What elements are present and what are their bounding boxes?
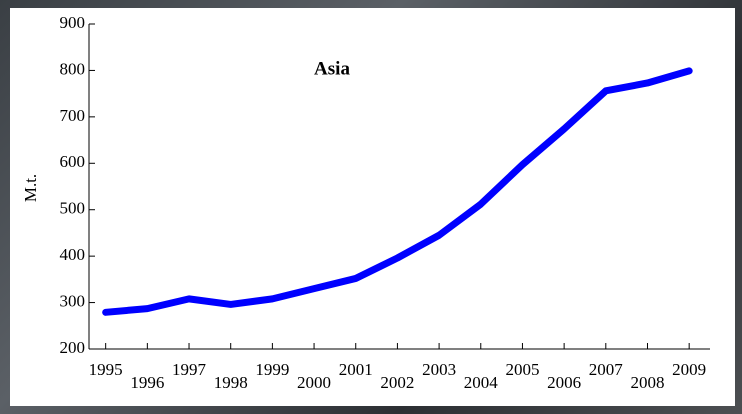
x-tick-label: 2009 <box>672 360 706 379</box>
y-tick-label: 200 <box>60 338 86 357</box>
x-tick-label: 1996 <box>130 373 164 392</box>
x-tick-label: 1999 <box>255 360 289 379</box>
chart-title: Asia <box>314 58 350 79</box>
x-tick-label: 2007 <box>589 360 624 379</box>
y-tick-label: 600 <box>60 152 86 171</box>
x-tick-label: 2000 <box>297 373 331 392</box>
y-tick-label: 400 <box>60 245 86 264</box>
x-tick-label: 2001 <box>339 360 373 379</box>
y-tick-label: 700 <box>60 106 86 125</box>
x-tick-label: 1995 <box>89 360 123 379</box>
y-tick-label: 800 <box>60 59 86 78</box>
x-tick-label: 2005 <box>505 360 539 379</box>
x-tick-label: 2006 <box>547 373 581 392</box>
chart-panel <box>10 8 735 406</box>
x-tick-label: 2002 <box>380 373 414 392</box>
y-tick-label: 500 <box>60 199 86 218</box>
y-tick-label: 300 <box>60 291 86 310</box>
x-tick-label: 2004 <box>464 373 499 392</box>
y-tick-label: 900 <box>60 13 86 32</box>
y-axis-label: M.t. <box>21 174 40 202</box>
x-tick-label: 2008 <box>630 373 664 392</box>
x-tick-label: 1998 <box>214 373 248 392</box>
x-tick-label: 1997 <box>172 360 207 379</box>
data-line <box>102 67 693 316</box>
x-tick-label: 2003 <box>422 360 456 379</box>
